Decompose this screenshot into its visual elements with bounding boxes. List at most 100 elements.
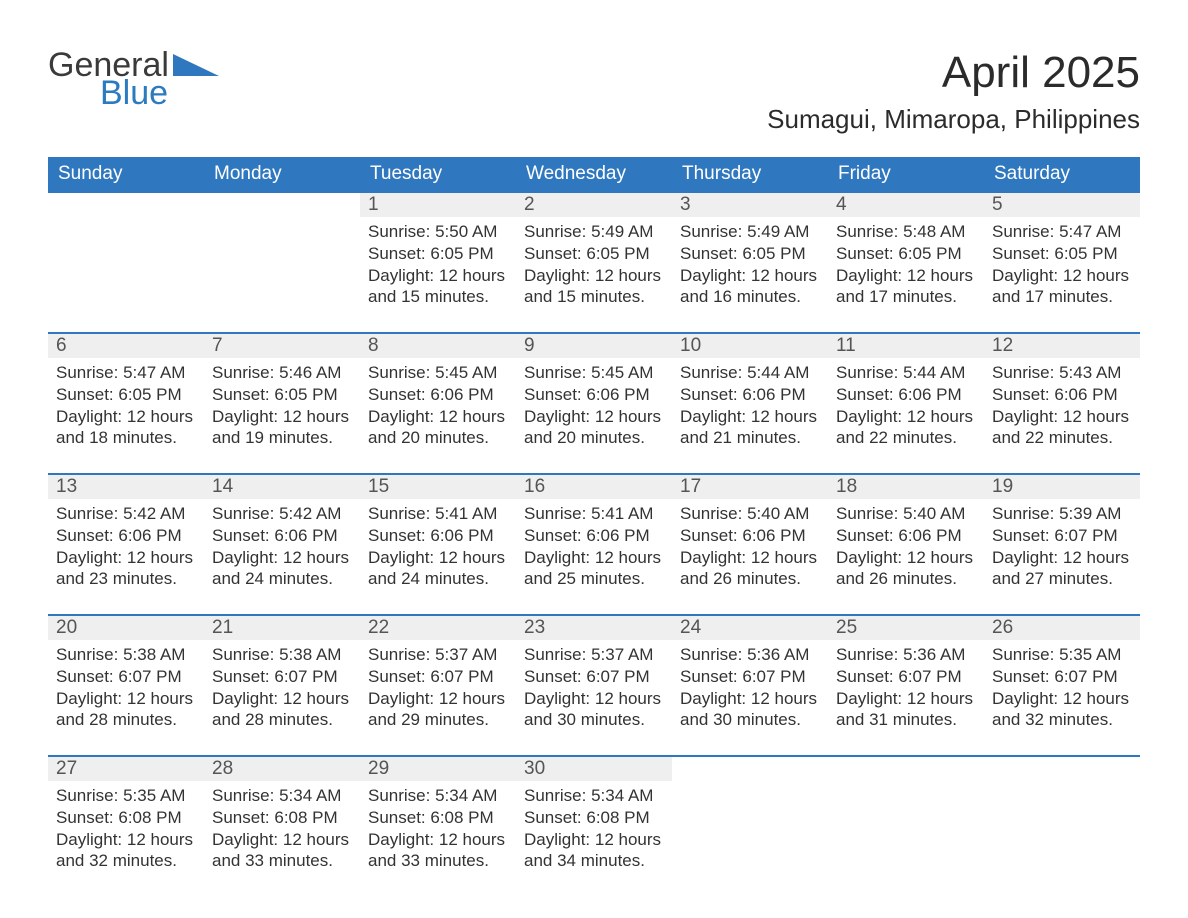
day-cell: Sunrise: 5:44 AMSunset: 6:06 PMDaylight:… xyxy=(828,358,984,474)
sunset-line: Sunset: 6:07 PM xyxy=(56,666,196,688)
weekday-header-row: Sunday Monday Tuesday Wednesday Thursday… xyxy=(48,157,1140,192)
daylight-line: Daylight: 12 hours and 15 minutes. xyxy=(368,265,508,309)
day-number-cell: 3 xyxy=(672,192,828,217)
day-cell: Sunrise: 5:34 AMSunset: 6:08 PMDaylight:… xyxy=(360,781,516,897)
day-number-cell: 9 xyxy=(516,333,672,358)
sunset-line: Sunset: 6:06 PM xyxy=(524,384,664,406)
daylight-line: Daylight: 12 hours and 33 minutes. xyxy=(212,829,352,873)
day-cell: Sunrise: 5:45 AMSunset: 6:06 PMDaylight:… xyxy=(516,358,672,474)
daylight-line: Daylight: 12 hours and 17 minutes. xyxy=(836,265,976,309)
day-number-cell: 27 xyxy=(48,756,204,781)
day-number-cell: 7 xyxy=(204,333,360,358)
daynum-row: 13141516171819 xyxy=(48,474,1140,499)
daylight-line: Daylight: 12 hours and 25 minutes. xyxy=(524,547,664,591)
sunrise-line: Sunrise: 5:49 AM xyxy=(680,221,820,243)
day-number-cell: 14 xyxy=(204,474,360,499)
daylight-line: Daylight: 12 hours and 19 minutes. xyxy=(212,406,352,450)
sunrise-line: Sunrise: 5:35 AM xyxy=(56,785,196,807)
daylight-line: Daylight: 12 hours and 30 minutes. xyxy=(680,688,820,732)
day-body-row: Sunrise: 5:38 AMSunset: 6:07 PMDaylight:… xyxy=(48,640,1140,756)
daylight-line: Daylight: 12 hours and 33 minutes. xyxy=(368,829,508,873)
day-cell xyxy=(828,781,984,897)
sunrise-line: Sunrise: 5:50 AM xyxy=(368,221,508,243)
day-cell: Sunrise: 5:34 AMSunset: 6:08 PMDaylight:… xyxy=(516,781,672,897)
sunrise-line: Sunrise: 5:44 AM xyxy=(836,362,976,384)
sunrise-line: Sunrise: 5:35 AM xyxy=(992,644,1132,666)
day-number-cell: 5 xyxy=(984,192,1140,217)
day-cell: Sunrise: 5:42 AMSunset: 6:06 PMDaylight:… xyxy=(48,499,204,615)
sunrise-line: Sunrise: 5:46 AM xyxy=(212,362,352,384)
day-cell: Sunrise: 5:41 AMSunset: 6:06 PMDaylight:… xyxy=(360,499,516,615)
day-cell: Sunrise: 5:39 AMSunset: 6:07 PMDaylight:… xyxy=(984,499,1140,615)
daylight-line: Daylight: 12 hours and 23 minutes. xyxy=(56,547,196,591)
day-number-cell xyxy=(672,756,828,781)
day-cell: Sunrise: 5:43 AMSunset: 6:06 PMDaylight:… xyxy=(984,358,1140,474)
col-friday: Friday xyxy=(828,157,984,192)
page-subtitle: Sumagui, Mimaropa, Philippines xyxy=(767,104,1140,135)
sunset-line: Sunset: 6:08 PM xyxy=(56,807,196,829)
day-number-cell: 29 xyxy=(360,756,516,781)
day-number-cell: 18 xyxy=(828,474,984,499)
day-cell: Sunrise: 5:34 AMSunset: 6:08 PMDaylight:… xyxy=(204,781,360,897)
sunset-line: Sunset: 6:08 PM xyxy=(524,807,664,829)
day-cell: Sunrise: 5:49 AMSunset: 6:05 PMDaylight:… xyxy=(516,217,672,333)
day-cell: Sunrise: 5:48 AMSunset: 6:05 PMDaylight:… xyxy=(828,217,984,333)
day-number-cell: 28 xyxy=(204,756,360,781)
day-cell: Sunrise: 5:35 AMSunset: 6:07 PMDaylight:… xyxy=(984,640,1140,756)
sunset-line: Sunset: 6:06 PM xyxy=(992,384,1132,406)
daynum-row: 6789101112 xyxy=(48,333,1140,358)
day-cell: Sunrise: 5:45 AMSunset: 6:06 PMDaylight:… xyxy=(360,358,516,474)
sunrise-line: Sunrise: 5:37 AM xyxy=(368,644,508,666)
daylight-line: Daylight: 12 hours and 31 minutes. xyxy=(836,688,976,732)
col-wednesday: Wednesday xyxy=(516,157,672,192)
day-number-cell: 19 xyxy=(984,474,1140,499)
day-number-cell: 23 xyxy=(516,615,672,640)
col-sunday: Sunday xyxy=(48,157,204,192)
sunrise-line: Sunrise: 5:40 AM xyxy=(680,503,820,525)
sunset-line: Sunset: 6:07 PM xyxy=(680,666,820,688)
day-number-cell: 4 xyxy=(828,192,984,217)
day-cell: Sunrise: 5:40 AMSunset: 6:06 PMDaylight:… xyxy=(672,499,828,615)
day-number-cell: 11 xyxy=(828,333,984,358)
sunrise-line: Sunrise: 5:34 AM xyxy=(212,785,352,807)
day-number-cell: 12 xyxy=(984,333,1140,358)
daynum-row: 12345 xyxy=(48,192,1140,217)
daylight-line: Daylight: 12 hours and 24 minutes. xyxy=(212,547,352,591)
sunset-line: Sunset: 6:05 PM xyxy=(992,243,1132,265)
day-cell: Sunrise: 5:42 AMSunset: 6:06 PMDaylight:… xyxy=(204,499,360,615)
col-monday: Monday xyxy=(204,157,360,192)
sunrise-line: Sunrise: 5:47 AM xyxy=(56,362,196,384)
sunset-line: Sunset: 6:06 PM xyxy=(680,384,820,406)
sunrise-line: Sunrise: 5:40 AM xyxy=(836,503,976,525)
day-number-cell: 30 xyxy=(516,756,672,781)
sunset-line: Sunset: 6:07 PM xyxy=(836,666,976,688)
sunset-line: Sunset: 6:05 PM xyxy=(56,384,196,406)
daylight-line: Daylight: 12 hours and 30 minutes. xyxy=(524,688,664,732)
day-number-cell xyxy=(204,192,360,217)
daylight-line: Daylight: 12 hours and 26 minutes. xyxy=(836,547,976,591)
day-number-cell: 22 xyxy=(360,615,516,640)
day-cell: Sunrise: 5:36 AMSunset: 6:07 PMDaylight:… xyxy=(672,640,828,756)
day-cell xyxy=(672,781,828,897)
col-thursday: Thursday xyxy=(672,157,828,192)
day-number-cell: 2 xyxy=(516,192,672,217)
daylight-line: Daylight: 12 hours and 28 minutes. xyxy=(56,688,196,732)
day-number-cell: 17 xyxy=(672,474,828,499)
day-cell: Sunrise: 5:50 AMSunset: 6:05 PMDaylight:… xyxy=(360,217,516,333)
day-cell: Sunrise: 5:47 AMSunset: 6:05 PMDaylight:… xyxy=(48,358,204,474)
day-cell: Sunrise: 5:47 AMSunset: 6:05 PMDaylight:… xyxy=(984,217,1140,333)
daynum-row: 27282930 xyxy=(48,756,1140,781)
sunrise-line: Sunrise: 5:44 AM xyxy=(680,362,820,384)
logo-text-blue: Blue xyxy=(100,76,219,110)
day-cell: Sunrise: 5:35 AMSunset: 6:08 PMDaylight:… xyxy=(48,781,204,897)
sunrise-line: Sunrise: 5:41 AM xyxy=(524,503,664,525)
sunset-line: Sunset: 6:07 PM xyxy=(368,666,508,688)
sunset-line: Sunset: 6:05 PM xyxy=(368,243,508,265)
logo: General Blue xyxy=(48,48,219,110)
sunrise-line: Sunrise: 5:43 AM xyxy=(992,362,1132,384)
daylight-line: Daylight: 12 hours and 28 minutes. xyxy=(212,688,352,732)
day-cell: Sunrise: 5:38 AMSunset: 6:07 PMDaylight:… xyxy=(48,640,204,756)
sunset-line: Sunset: 6:08 PM xyxy=(368,807,508,829)
daylight-line: Daylight: 12 hours and 29 minutes. xyxy=(368,688,508,732)
day-number-cell: 10 xyxy=(672,333,828,358)
